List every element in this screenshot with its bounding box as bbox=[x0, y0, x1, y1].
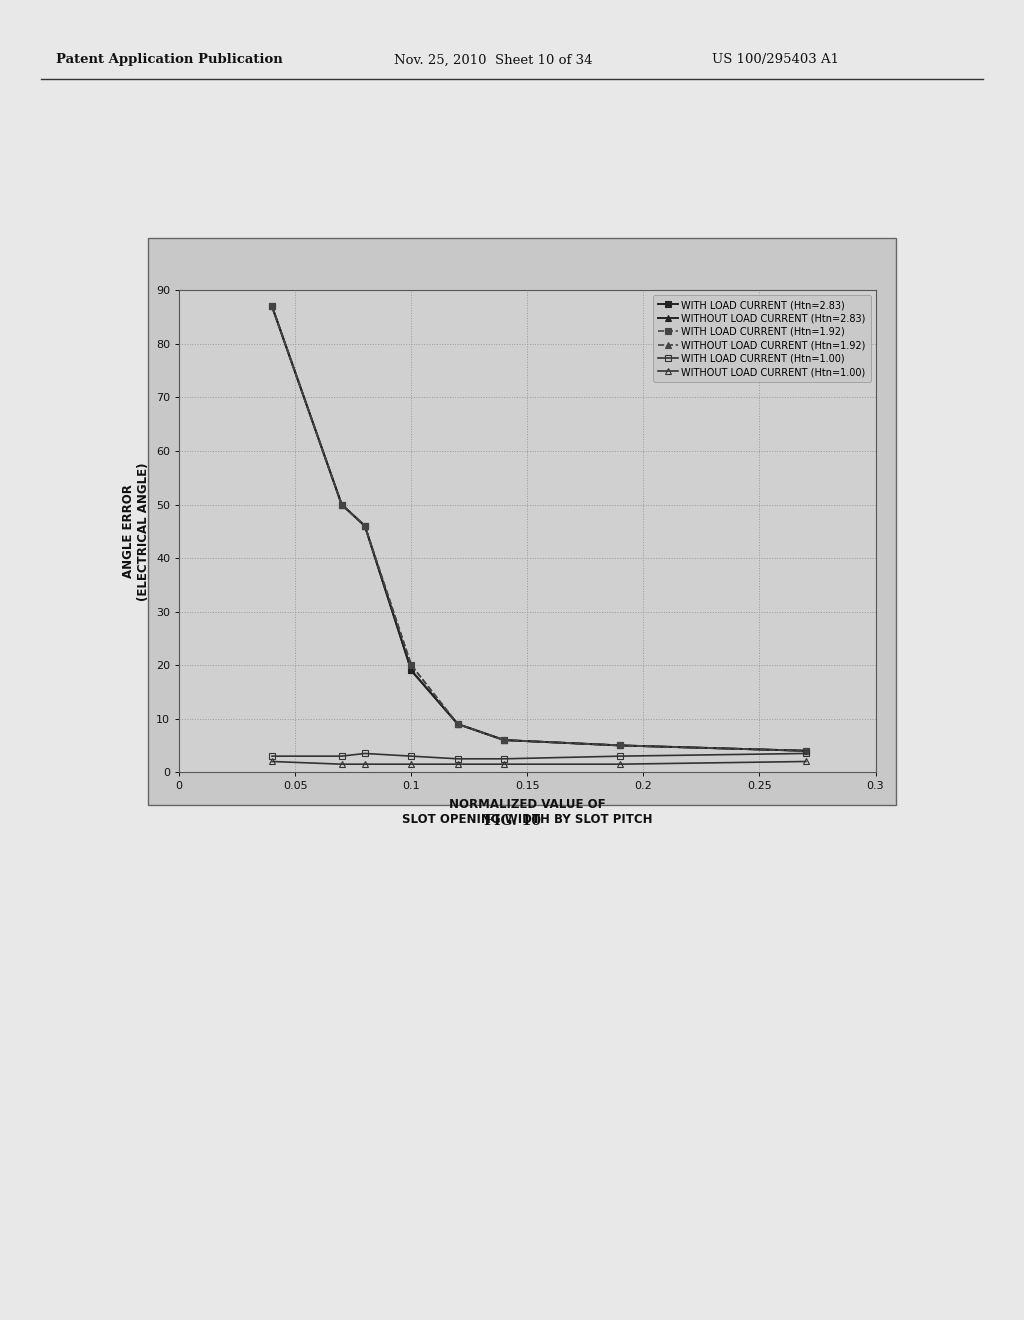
WITHOUT LOAD CURRENT (Htn=1.92) bbox=[452, 715, 464, 731]
WITH LOAD CURRENT (Htn=1.00) bbox=[614, 748, 627, 764]
WITH LOAD CURRENT (Htn=2.83) bbox=[358, 517, 371, 533]
WITHOUT LOAD CURRENT (Htn=1.92) bbox=[266, 298, 279, 314]
WITH LOAD CURRENT (Htn=1.92) bbox=[266, 298, 279, 314]
Line: WITH LOAD CURRENT (Htn=1.00): WITH LOAD CURRENT (Htn=1.00) bbox=[268, 750, 809, 762]
WITHOUT LOAD CURRENT (Htn=1.00) bbox=[614, 756, 627, 772]
WITH LOAD CURRENT (Htn=2.83) bbox=[336, 496, 348, 512]
Text: Nov. 25, 2010  Sheet 10 of 34: Nov. 25, 2010 Sheet 10 of 34 bbox=[394, 53, 593, 66]
WITH LOAD CURRENT (Htn=1.92) bbox=[358, 517, 371, 533]
WITH LOAD CURRENT (Htn=2.83) bbox=[800, 743, 812, 759]
Line: WITHOUT LOAD CURRENT (Htn=1.00): WITHOUT LOAD CURRENT (Htn=1.00) bbox=[268, 758, 809, 768]
WITHOUT LOAD CURRENT (Htn=1.92) bbox=[336, 496, 348, 512]
WITH LOAD CURRENT (Htn=2.83) bbox=[406, 663, 418, 678]
WITHOUT LOAD CURRENT (Htn=2.83) bbox=[336, 496, 348, 512]
WITHOUT LOAD CURRENT (Htn=1.00) bbox=[336, 756, 348, 772]
WITH LOAD CURRENT (Htn=1.92) bbox=[800, 743, 812, 759]
WITHOUT LOAD CURRENT (Htn=1.92) bbox=[498, 733, 510, 748]
X-axis label: NORMALIZED VALUE OF
SLOT OPENING WIDTH BY SLOT PITCH: NORMALIZED VALUE OF SLOT OPENING WIDTH B… bbox=[402, 799, 652, 826]
WITH LOAD CURRENT (Htn=1.92) bbox=[336, 496, 348, 512]
Text: US 100/295403 A1: US 100/295403 A1 bbox=[712, 53, 839, 66]
WITH LOAD CURRENT (Htn=1.00) bbox=[800, 746, 812, 762]
WITH LOAD CURRENT (Htn=1.92) bbox=[498, 733, 510, 748]
WITHOUT LOAD CURRENT (Htn=2.83) bbox=[266, 298, 279, 314]
WITH LOAD CURRENT (Htn=1.00) bbox=[498, 751, 510, 767]
WITHOUT LOAD CURRENT (Htn=2.83) bbox=[614, 738, 627, 754]
WITHOUT LOAD CURRENT (Htn=1.00) bbox=[406, 756, 418, 772]
Line: WITHOUT LOAD CURRENT (Htn=2.83): WITHOUT LOAD CURRENT (Htn=2.83) bbox=[268, 304, 809, 754]
Line: WITH LOAD CURRENT (Htn=2.83): WITH LOAD CURRENT (Htn=2.83) bbox=[268, 304, 809, 754]
WITHOUT LOAD CURRENT (Htn=1.00) bbox=[498, 756, 510, 772]
WITH LOAD CURRENT (Htn=1.00) bbox=[406, 748, 418, 764]
Line: WITHOUT LOAD CURRENT (Htn=1.92): WITHOUT LOAD CURRENT (Htn=1.92) bbox=[268, 304, 809, 754]
WITH LOAD CURRENT (Htn=2.83) bbox=[452, 715, 464, 731]
Y-axis label: ANGLE ERROR
(ELECTRICAL ANGLE): ANGLE ERROR (ELECTRICAL ANGLE) bbox=[123, 462, 151, 601]
WITHOUT LOAD CURRENT (Htn=1.00) bbox=[358, 756, 371, 772]
WITH LOAD CURRENT (Htn=1.92) bbox=[614, 738, 627, 754]
WITHOUT LOAD CURRENT (Htn=1.00) bbox=[266, 754, 279, 770]
WITH LOAD CURRENT (Htn=1.92) bbox=[406, 657, 418, 673]
WITH LOAD CURRENT (Htn=1.00) bbox=[336, 748, 348, 764]
WITH LOAD CURRENT (Htn=2.83) bbox=[498, 733, 510, 748]
WITHOUT LOAD CURRENT (Htn=1.92) bbox=[358, 517, 371, 533]
Text: FIG. 10: FIG. 10 bbox=[483, 814, 541, 828]
WITHOUT LOAD CURRENT (Htn=2.83) bbox=[406, 663, 418, 678]
WITHOUT LOAD CURRENT (Htn=1.00) bbox=[800, 754, 812, 770]
WITHOUT LOAD CURRENT (Htn=2.83) bbox=[358, 517, 371, 533]
WITH LOAD CURRENT (Htn=1.00) bbox=[266, 748, 279, 764]
Legend: WITH LOAD CURRENT (Htn=2.83), WITHOUT LOAD CURRENT (Htn=2.83), WITH LOAD CURRENT: WITH LOAD CURRENT (Htn=2.83), WITHOUT LO… bbox=[653, 296, 870, 381]
WITH LOAD CURRENT (Htn=1.00) bbox=[452, 751, 464, 767]
WITHOUT LOAD CURRENT (Htn=1.92) bbox=[614, 738, 627, 754]
WITHOUT LOAD CURRENT (Htn=1.92) bbox=[406, 657, 418, 673]
WITHOUT LOAD CURRENT (Htn=2.83) bbox=[498, 733, 510, 748]
WITH LOAD CURRENT (Htn=2.83) bbox=[266, 298, 279, 314]
WITHOUT LOAD CURRENT (Htn=2.83) bbox=[452, 715, 464, 731]
WITH LOAD CURRENT (Htn=1.00) bbox=[358, 746, 371, 762]
WITHOUT LOAD CURRENT (Htn=1.00) bbox=[452, 756, 464, 772]
Text: Patent Application Publication: Patent Application Publication bbox=[56, 53, 283, 66]
Line: WITH LOAD CURRENT (Htn=1.92): WITH LOAD CURRENT (Htn=1.92) bbox=[268, 304, 809, 754]
WITH LOAD CURRENT (Htn=2.83) bbox=[614, 738, 627, 754]
WITH LOAD CURRENT (Htn=1.92) bbox=[452, 715, 464, 731]
WITHOUT LOAD CURRENT (Htn=2.83) bbox=[800, 743, 812, 759]
WITHOUT LOAD CURRENT (Htn=1.92) bbox=[800, 743, 812, 759]
